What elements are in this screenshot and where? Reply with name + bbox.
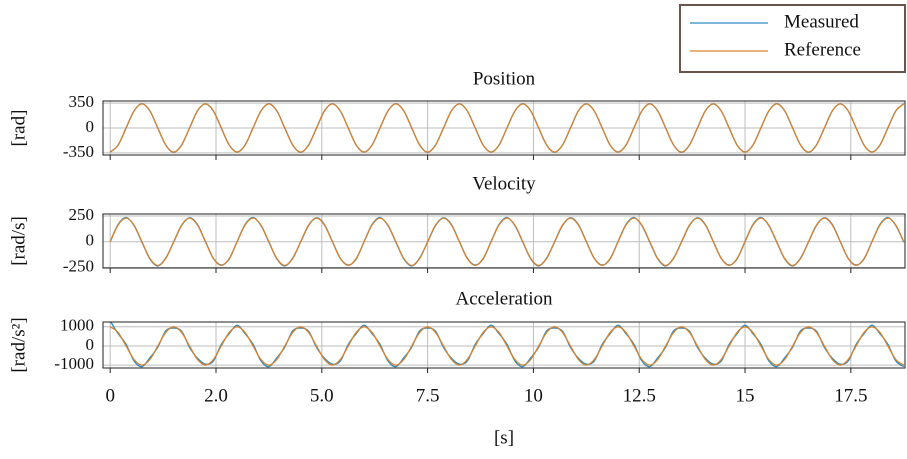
y-axis-label: [rad/s²] <box>8 317 29 372</box>
x-tick-label: 7.5 <box>416 385 440 406</box>
series-line <box>109 217 905 267</box>
y-tick-label: 250 <box>69 205 95 224</box>
y-tick-label: -1000 <box>54 354 94 373</box>
legend-label: Reference <box>784 39 861 60</box>
x-tick-label: 17.5 <box>834 385 867 406</box>
legend-label: Measured <box>784 11 859 32</box>
y-tick-label: -350 <box>63 142 94 161</box>
x-tick-label: 0 <box>105 385 115 406</box>
y-tick-label: 0 <box>86 117 95 136</box>
subplot-title: Acceleration <box>455 288 553 309</box>
subplot-title: Position <box>473 68 536 89</box>
y-tick-label: 350 <box>69 92 95 111</box>
y-axis-label: [rad] <box>8 110 29 147</box>
x-axis-label: [s] <box>494 427 514 448</box>
legend-box <box>679 4 906 73</box>
subplot-title: Velocity <box>472 173 536 194</box>
axes-frame <box>102 213 906 269</box>
x-tick-label: 12.5 <box>623 385 656 406</box>
y-tick-label: 0 <box>86 335 95 354</box>
series-line <box>109 103 905 153</box>
y-tick-label: 0 <box>86 231 95 250</box>
x-tick-label: 15 <box>736 385 755 406</box>
axes-frame <box>102 100 906 156</box>
y-axis-label: [rad/s] <box>8 216 29 266</box>
series-line <box>109 326 905 366</box>
x-tick-label: 5.0 <box>310 385 334 406</box>
x-tick-label: 10 <box>524 385 543 406</box>
axes-frame <box>102 321 906 369</box>
x-tick-label: 2.0 <box>204 385 228 406</box>
y-tick-label: 1000 <box>60 316 94 335</box>
y-tick-label: -250 <box>63 256 94 275</box>
